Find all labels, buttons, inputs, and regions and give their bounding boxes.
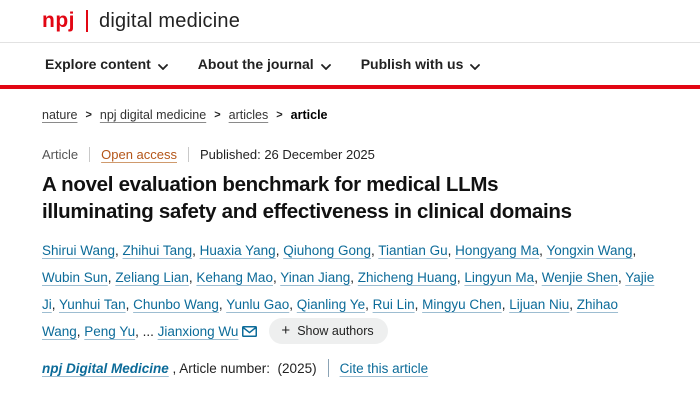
author-link[interactable]: Rui Lin bbox=[372, 297, 415, 312]
nav-label: Publish with us bbox=[360, 56, 464, 72]
author-link[interactable]: Qianling Ye bbox=[296, 297, 366, 312]
author-list: Shirui Wang, Zhihui Tang, Huaxia Yang, Q… bbox=[42, 243, 655, 339]
citation-row: npj Digital Medicine , Article number: (… bbox=[42, 359, 660, 377]
author-link[interactable]: Yunhui Tan bbox=[59, 297, 126, 312]
author-link[interactable]: Wenjie Shen bbox=[541, 270, 619, 285]
breadcrumb: nature > npj digital medicine > articles… bbox=[42, 108, 660, 122]
author-link[interactable]: Yinan Jiang bbox=[280, 270, 351, 285]
article-meta-row: Article Open access Published: 26 Decemb… bbox=[42, 147, 660, 162]
show-authors-label: Show authors bbox=[297, 323, 374, 338]
author-link[interactable]: Yunlu Gao bbox=[226, 297, 290, 312]
journal-name-text: digital medicine bbox=[99, 9, 241, 32]
citation-text: , Article number: (2025) bbox=[168, 360, 317, 376]
open-access-link[interactable]: Open access bbox=[101, 147, 177, 162]
author-link[interactable]: Shirui Wang bbox=[42, 243, 116, 258]
breadcrumb-separator: > bbox=[214, 109, 221, 121]
author-link[interactable]: Qiuhong Gong bbox=[283, 243, 372, 258]
citation-divider bbox=[327, 359, 329, 377]
chevron-down-icon bbox=[320, 57, 331, 73]
chevron-down-icon bbox=[157, 57, 168, 73]
nav-about-the-journal[interactable]: About the journal bbox=[198, 55, 331, 73]
meta-divider bbox=[188, 147, 189, 162]
author-link[interactable]: Lingyun Ma bbox=[464, 270, 535, 285]
breadcrumb-current-page: article bbox=[290, 108, 328, 122]
article-title: A novel evaluation benchmark for medical… bbox=[42, 171, 660, 225]
nav-explore-content[interactable]: Explore content bbox=[45, 55, 168, 73]
author-link[interactable]: Huaxia Yang bbox=[199, 243, 276, 258]
author-link[interactable]: Zhihao Wang bbox=[42, 297, 619, 339]
nav-label: Explore content bbox=[45, 56, 151, 72]
title-line-2: illuminating safety and effectiveness in… bbox=[42, 200, 572, 223]
article-content: nature > npj digital medicine > articles… bbox=[0, 89, 700, 377]
journal-title-link[interactable]: npj Digital Medicine bbox=[42, 360, 169, 376]
author-link[interactable]: Kehang Mao bbox=[196, 270, 273, 285]
breadcrumb-journal-link[interactable]: npj digital medicine bbox=[99, 108, 207, 122]
site-header: npj digital medicine bbox=[0, 0, 700, 43]
author-link[interactable]: Wubin Sun bbox=[42, 270, 108, 285]
author-link[interactable]: Chunbo Wang bbox=[133, 297, 219, 312]
nav-publish-with-us[interactable]: Publish with us bbox=[361, 55, 481, 73]
title-line-1: A novel evaluation benchmark for medical… bbox=[42, 173, 499, 196]
author-link[interactable]: Yajie Ji bbox=[42, 270, 655, 312]
journal-nav: Explore content About the journal Publis… bbox=[0, 43, 700, 89]
breadcrumb-nature-link[interactable]: nature bbox=[42, 108, 78, 122]
cite-this-article-link[interactable]: Cite this article bbox=[339, 360, 429, 376]
show-authors-button[interactable]: + Show authors bbox=[269, 318, 388, 344]
logo-divider bbox=[86, 10, 88, 32]
author-list-paragraph: Shirui Wang, Zhihui Tang, Huaxia Yang, Q… bbox=[42, 237, 660, 346]
authors-ellipsis: ... bbox=[142, 324, 158, 339]
author-link[interactable]: Zeliang Lian bbox=[115, 270, 189, 285]
author-link[interactable]: Zhicheng Huang bbox=[357, 270, 457, 285]
email-envelope-icon[interactable] bbox=[242, 325, 258, 340]
breadcrumb-separator: > bbox=[85, 109, 92, 121]
article-type-label: Article bbox=[42, 147, 79, 162]
journal-logo[interactable]: npj digital medicine bbox=[42, 9, 240, 33]
breadcrumb-separator: > bbox=[276, 109, 283, 121]
chevron-down-icon bbox=[470, 57, 481, 73]
author-link[interactable]: Zhihui Tang bbox=[122, 243, 193, 258]
author-link[interactable]: Lijuan Niu bbox=[509, 297, 570, 312]
author-link[interactable]: Hongyang Ma bbox=[455, 243, 540, 258]
author-link[interactable]: Yongxin Wang bbox=[546, 243, 633, 258]
corresponding-author-link[interactable]: Jianxiong Wu bbox=[157, 324, 239, 339]
breadcrumb-articles-link[interactable]: articles bbox=[228, 108, 269, 122]
nav-label: About the journal bbox=[197, 56, 314, 72]
author-link[interactable]: Peng Yu bbox=[84, 324, 136, 339]
plus-icon: + bbox=[281, 322, 291, 339]
author-link[interactable]: Tiantian Gu bbox=[378, 243, 448, 258]
author-link[interactable]: Mingyu Chen bbox=[422, 297, 502, 312]
npj-logo-text: npj bbox=[42, 9, 75, 32]
meta-divider bbox=[89, 147, 91, 162]
published-date: Published: 26 December 2025 bbox=[200, 147, 375, 162]
